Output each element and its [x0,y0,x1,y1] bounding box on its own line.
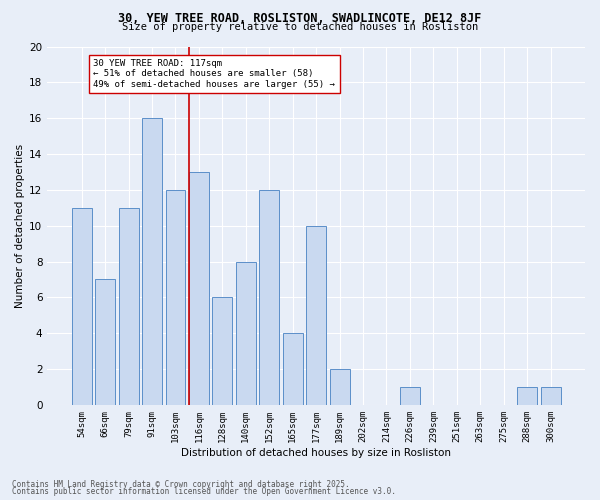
Y-axis label: Number of detached properties: Number of detached properties [15,144,25,308]
Bar [400,387,420,405]
Text: 30, YEW TREE ROAD, ROSLISTON, SWADLINCOTE, DE12 8JF: 30, YEW TREE ROAD, ROSLISTON, SWADLINCOT… [118,12,482,26]
Bar [329,369,350,405]
Bar [72,208,92,405]
Text: 30 YEW TREE ROAD: 117sqm
← 51% of detached houses are smaller (58)
49% of semi-d: 30 YEW TREE ROAD: 117sqm ← 51% of detach… [94,59,335,89]
Bar [119,208,139,405]
Bar [517,387,537,405]
Bar [166,190,185,405]
Bar [259,190,279,405]
Bar [212,298,232,405]
Bar [541,387,560,405]
Bar [142,118,162,405]
Bar [95,280,115,405]
Text: Size of property relative to detached houses in Rosliston: Size of property relative to detached ho… [122,22,478,32]
Bar [283,333,302,405]
X-axis label: Distribution of detached houses by size in Rosliston: Distribution of detached houses by size … [181,448,451,458]
Bar [306,226,326,405]
Text: Contains HM Land Registry data © Crown copyright and database right 2025.: Contains HM Land Registry data © Crown c… [12,480,350,489]
Bar [189,172,209,405]
Bar [236,262,256,405]
Text: Contains public sector information licensed under the Open Government Licence v3: Contains public sector information licen… [12,487,396,496]
